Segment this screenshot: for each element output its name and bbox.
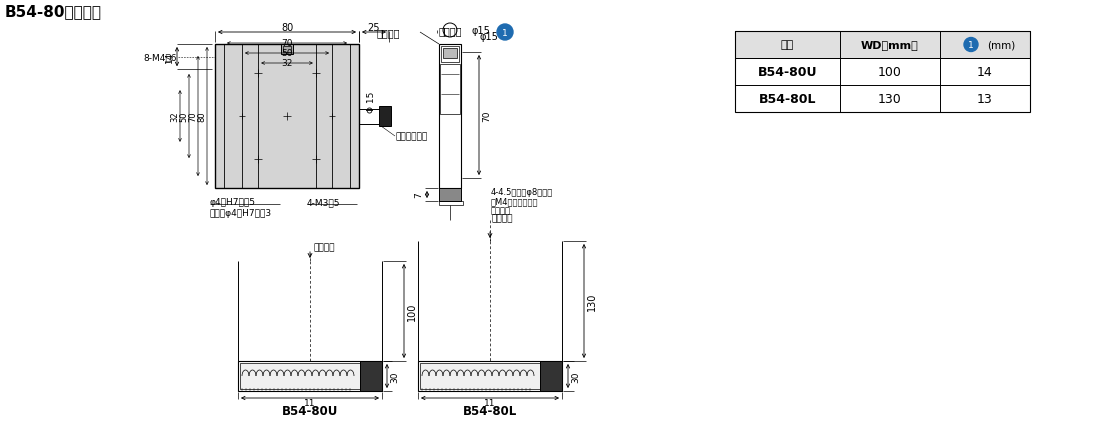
Circle shape	[497, 25, 513, 41]
Text: 130: 130	[878, 93, 902, 106]
Bar	[379, 107, 390, 127]
Bar	[420, 363, 540, 389]
Bar	[439, 201, 463, 206]
Text: (mm): (mm)	[987, 40, 1015, 50]
Text: 80: 80	[198, 112, 207, 122]
Text: WD（mm）: WD（mm）	[861, 40, 918, 50]
Bar	[242, 45, 332, 188]
Bar	[214, 45, 359, 188]
Text: φ15: φ15	[472, 26, 491, 36]
Text: 130: 130	[587, 292, 597, 310]
Bar	[240, 363, 360, 389]
Bar	[441, 47, 459, 63]
Bar	[283, 47, 292, 53]
Text: 型式: 型式	[781, 40, 794, 50]
Text: 裏ヨリφ4（H7）深3: 裏ヨリφ4（H7）深3	[210, 209, 272, 218]
Bar	[439, 45, 461, 188]
Text: 14: 14	[977, 66, 993, 79]
Text: 13: 13	[977, 93, 993, 106]
Bar	[540, 361, 562, 391]
Text: （M4用ボルト穴）: （M4用ボルト穴）	[491, 197, 539, 206]
Text: 70: 70	[483, 110, 492, 122]
Text: 32: 32	[170, 112, 179, 122]
Text: B54-80L: B54-80L	[759, 93, 816, 106]
Text: 回転中心: 回転中心	[491, 214, 513, 223]
Text: 4-4.5キリ、φ8ザグリ: 4-4.5キリ、φ8ザグリ	[491, 188, 553, 197]
Bar	[360, 361, 382, 391]
Text: 14: 14	[165, 52, 174, 63]
Text: 11: 11	[305, 398, 316, 408]
Text: φ4（H7）深5: φ4（H7）深5	[210, 198, 256, 207]
Text: B54-80L: B54-80L	[463, 404, 517, 418]
Text: Φ 15: Φ 15	[367, 91, 376, 112]
Bar	[735, 32, 1030, 113]
Text: 回転中心: 回転中心	[314, 243, 334, 252]
Text: B54-80U: B54-80U	[758, 66, 817, 79]
Text: 8-M4深6: 8-M4深6	[143, 53, 177, 62]
Circle shape	[964, 39, 978, 53]
Text: 4-M3深5: 4-M3深5	[307, 198, 341, 207]
Bar	[439, 188, 461, 201]
Bar	[280, 45, 293, 55]
Text: 32: 32	[282, 59, 293, 68]
Text: 70: 70	[282, 39, 293, 48]
Text: 1: 1	[502, 29, 508, 37]
Text: 80: 80	[280, 23, 293, 33]
Text: B54-80U: B54-80U	[282, 404, 338, 418]
Text: 11: 11	[484, 398, 496, 408]
Bar	[214, 45, 359, 188]
Text: クランプ: クランプ	[439, 26, 462, 36]
Text: B54-80シリーズ: B54-80シリーズ	[6, 4, 102, 20]
Bar	[418, 361, 562, 391]
Bar	[440, 65, 460, 115]
Text: 回転中心: 回転中心	[491, 206, 512, 215]
Bar	[443, 49, 456, 59]
Bar	[359, 109, 389, 124]
Text: 送り用ツマミ: 送り用ツマミ	[396, 132, 428, 141]
Text: φ15: φ15	[480, 32, 498, 42]
Text: 25: 25	[367, 23, 381, 33]
Text: クランプ: クランプ	[376, 28, 400, 38]
Bar	[735, 32, 1030, 59]
Text: 30: 30	[390, 370, 399, 382]
Text: 1: 1	[968, 41, 974, 50]
Bar	[258, 45, 316, 188]
Text: 100: 100	[407, 302, 417, 320]
Text: 70: 70	[188, 112, 198, 122]
Text: 50: 50	[282, 49, 293, 58]
Bar	[238, 361, 382, 391]
Text: 7: 7	[415, 192, 424, 198]
Text: 50: 50	[179, 112, 188, 122]
Text: 100: 100	[878, 66, 902, 79]
Bar	[224, 45, 350, 188]
Text: 30: 30	[572, 370, 581, 382]
